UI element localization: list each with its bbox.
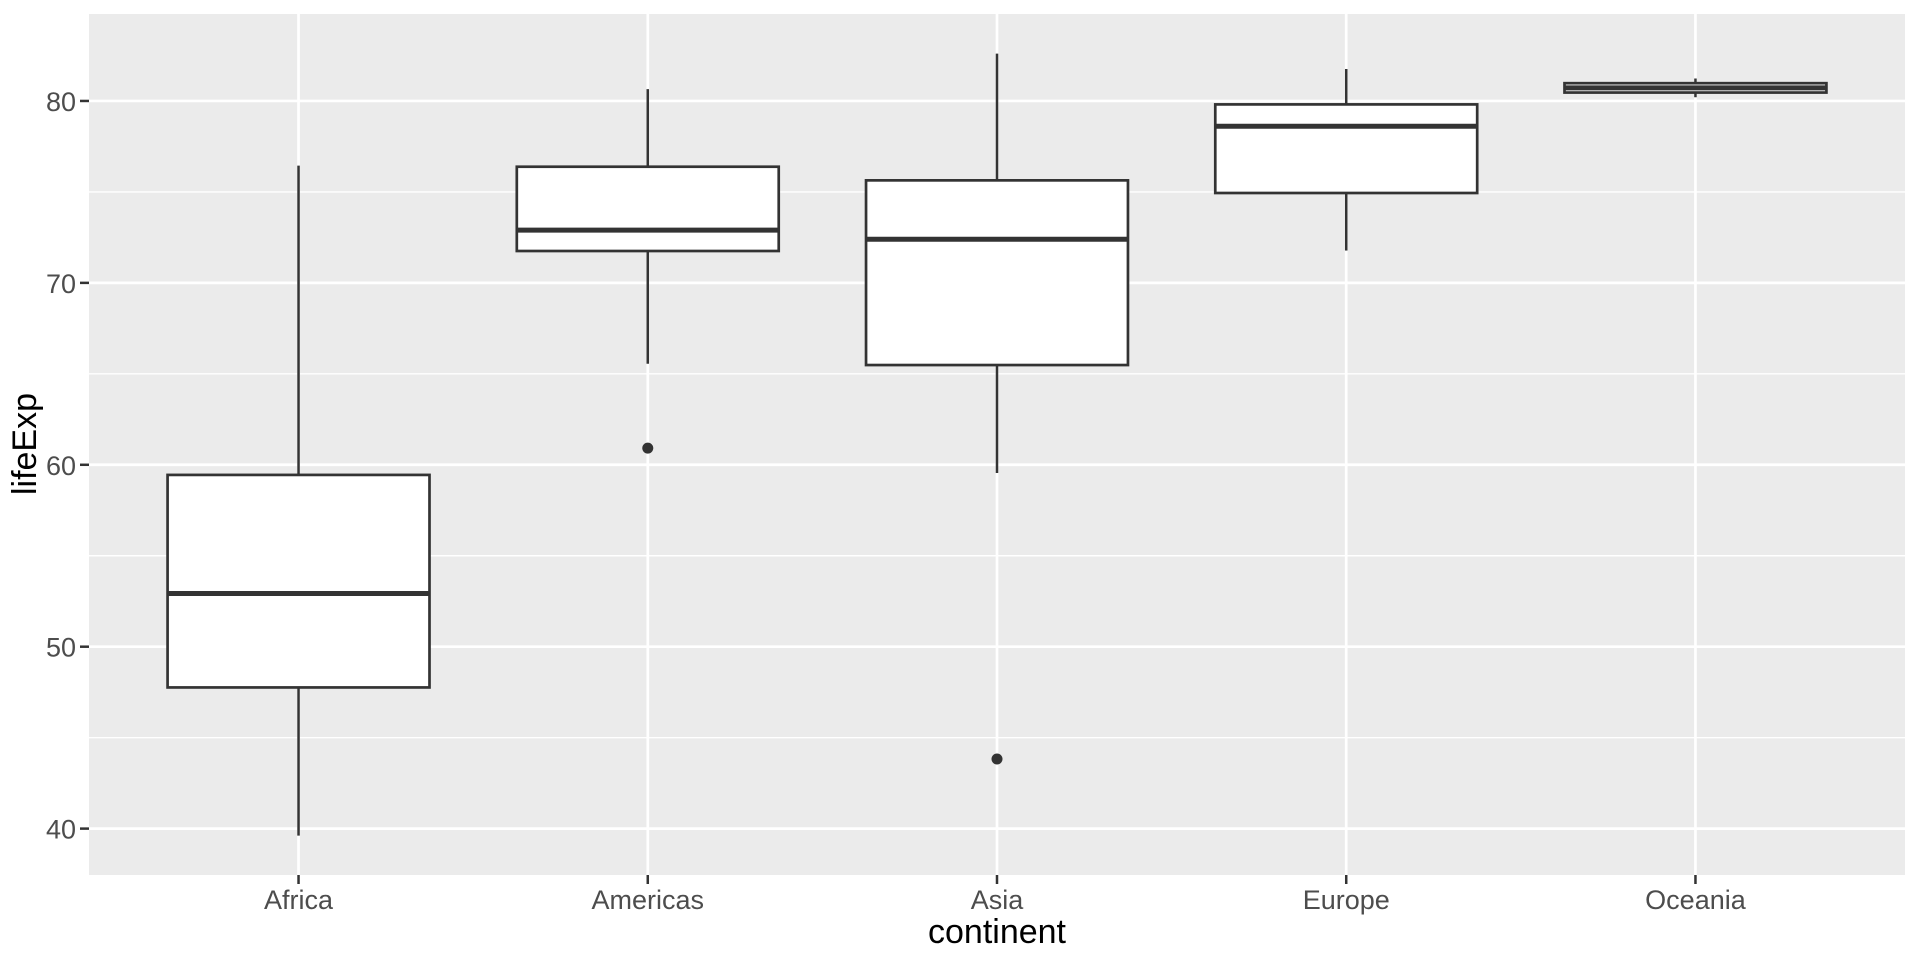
x-axis-title: continent xyxy=(928,913,1067,951)
y-axis-title: lifeExp xyxy=(6,393,44,495)
box-americas xyxy=(515,165,781,253)
box-africa xyxy=(166,473,431,689)
y-tick-label: 70 xyxy=(46,269,76,299)
box-europe xyxy=(1213,103,1479,195)
y-tick-label: 40 xyxy=(46,815,76,845)
x-tick-label: Asia xyxy=(971,885,1025,915)
x-tick-label: Oceania xyxy=(1645,885,1747,915)
y-tick-label: 80 xyxy=(46,87,76,117)
x-tick-label: Americas xyxy=(592,885,705,915)
x-tick-label: Europe xyxy=(1303,885,1390,915)
chart-layer: 40 50 60 70 80 Africa Americas Asia Europe Oceani… xyxy=(46,14,1905,915)
x-tick-label: Africa xyxy=(264,885,334,915)
y-tick-label: 50 xyxy=(46,633,76,663)
y-tick-label: 60 xyxy=(46,451,76,481)
outlier-point xyxy=(991,753,1003,765)
outlier-point xyxy=(642,442,654,454)
box-asia xyxy=(864,179,1130,367)
